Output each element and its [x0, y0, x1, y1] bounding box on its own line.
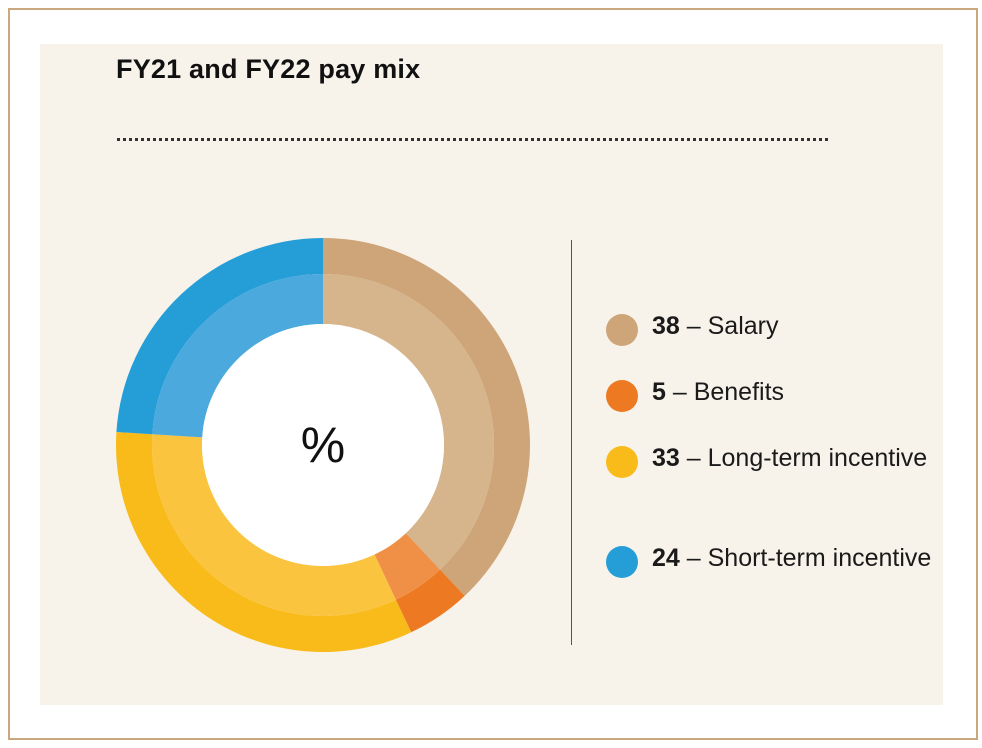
legend-dash: –: [679, 544, 708, 572]
legend-item-benefits: 5 – Benefits: [606, 376, 785, 412]
legend-dash: –: [665, 378, 694, 406]
donut-center: [202, 324, 444, 566]
donut-slice-outer-long-term-incentive: [115, 432, 412, 652]
legend-swatch-short-term-incentive: [606, 546, 638, 578]
donut-slice-inner-salary: [323, 274, 494, 570]
donut-slice-outer-salary: [323, 238, 530, 596]
dotted-divider: [117, 138, 828, 141]
legend-value: 24: [652, 544, 680, 572]
legend-swatch-long-term-incentive: [606, 446, 638, 478]
legend-dash: –: [679, 312, 708, 340]
legend-item-short-term-incentive: 24 – Short-term incentive: [606, 542, 932, 578]
vertical-divider: [571, 240, 572, 645]
donut-chart: %: [115, 238, 530, 652]
chart-title: FY21 and FY22 pay mix: [116, 54, 421, 84]
donut-slice-outer-benefits: [395, 569, 465, 633]
legend-value: 5: [652, 378, 666, 406]
legend-value: 33: [652, 444, 680, 472]
legend-dash: –: [679, 444, 708, 472]
legend-item-salary: 38 – Salary: [606, 310, 779, 346]
legend-value: 38: [652, 312, 680, 340]
legend-label: Benefits: [693, 378, 785, 406]
donut-slice-outer-short-term-incentive: [116, 238, 323, 435]
donut-slice-inner-benefits: [374, 533, 441, 600]
legend-label: Salary: [707, 312, 779, 340]
legend-label: Short-term incentive: [707, 544, 932, 572]
legend-label: Long-term incentive: [707, 444, 928, 472]
donut-slice-inner-long-term-incentive: [152, 434, 396, 616]
donut-center-label: %: [301, 417, 345, 473]
legend-swatch-salary: [606, 314, 638, 346]
legend-item-long-term-incentive: 33 – Long-term incentive: [606, 442, 928, 478]
donut-slice-inner-short-term-incentive: [152, 274, 323, 438]
legend-swatch-benefits: [606, 380, 638, 412]
